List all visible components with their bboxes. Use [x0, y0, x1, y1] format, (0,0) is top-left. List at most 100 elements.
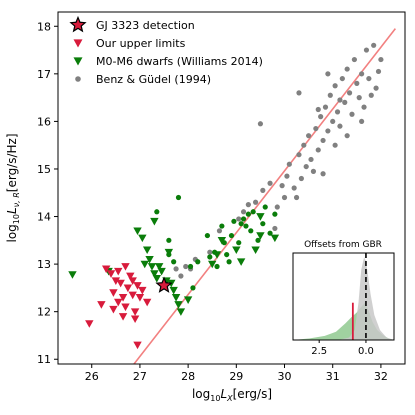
williams-detection-point: [231, 218, 237, 224]
williams-limit-point: [251, 246, 260, 255]
williams-limit-point: [157, 267, 166, 276]
williams-detection-point: [243, 223, 249, 229]
williams-detection-point: [236, 240, 242, 246]
main-plot: 26 27 28 29 30 31 32 11 12 13 14 15 16 17 18: [37, 11, 406, 383]
upper-limit-point: [109, 289, 118, 297]
upper-limit-point: [128, 277, 137, 285]
benz-point: [332, 142, 338, 148]
williams-limit-point: [176, 308, 186, 316]
benz-point: [315, 147, 321, 153]
williams-limit-point: [232, 246, 241, 255]
upper-limit-point: [128, 291, 137, 300]
williams-detection-point: [262, 204, 268, 210]
inset-plot: Offsets from GBR 2.5 0.0: [292, 240, 395, 357]
williams-limit-point: [150, 270, 159, 278]
upper-limit-point: [106, 270, 116, 278]
y-axis: 11 12 13 14 15 16 17 18: [37, 20, 58, 366]
benz-point: [356, 95, 362, 101]
upper-limit-point: [130, 308, 140, 316]
benz-point: [308, 156, 314, 163]
benz-point: [303, 163, 309, 170]
williams-detection-point: [245, 211, 251, 217]
williams-detection-point: [272, 211, 278, 217]
benz-point: [359, 118, 365, 125]
williams-limit-point: [133, 227, 142, 236]
benz-point: [183, 263, 189, 270]
upper-limit-point: [138, 286, 147, 295]
benz-point: [298, 175, 304, 182]
benz-point: [240, 209, 247, 215]
benz-point: [284, 173, 290, 179]
benz-point: [354, 80, 360, 86]
benz-point: [373, 85, 379, 91]
upper-limit-point: [123, 284, 133, 293]
upper-limit-point: [133, 282, 142, 290]
legend-triangle-marker: [73, 57, 83, 66]
benz-point: [279, 183, 285, 189]
upper-limit-point: [109, 305, 118, 314]
upper-limit-point: [111, 277, 121, 285]
williams-detection-point: [228, 232, 235, 239]
benz-point: [344, 133, 350, 139]
benz-point: [325, 71, 331, 77]
williams-detection-point: [187, 263, 194, 270]
williams-detection-point: [214, 263, 220, 270]
x-tick-label: 29: [229, 370, 243, 383]
benz-point: [296, 152, 302, 158]
legend-label: M0-M6 dwarfs (Williams 2014): [96, 55, 263, 68]
williams-detection-point: [226, 259, 232, 265]
inset-title: Offsets from GBR: [304, 240, 382, 250]
legend: GJ 3323 detection Our upper limits M0-M6 d…: [69, 15, 263, 86]
benz-point: [330, 118, 336, 125]
benz-point: [332, 83, 338, 89]
williams-limit-point: [169, 286, 178, 295]
benz-point: [173, 266, 179, 272]
benz-point: [178, 273, 184, 279]
benz-point: [325, 128, 331, 134]
benz-point: [291, 185, 297, 191]
benz-point: [315, 106, 321, 113]
benz-point: [207, 249, 213, 255]
williams-detection-point: [154, 209, 160, 215]
benz-point: [366, 75, 372, 82]
benz-point: [337, 97, 343, 103]
upper-limit-point: [121, 263, 130, 271]
y-tick-label: 15: [37, 163, 51, 176]
williams-detection-point: [204, 232, 211, 239]
benz-point: [286, 161, 292, 167]
benz-point: [322, 104, 329, 110]
benz-point: [318, 114, 324, 120]
williams-detection-point: [260, 221, 266, 227]
benz-point: [339, 75, 345, 82]
y-tick-label: 14: [37, 211, 51, 224]
y-tick-label: 18: [37, 20, 51, 33]
benz-point: [346, 90, 353, 96]
x-axis-label: log10LX[erg/s]: [192, 387, 272, 403]
benz-point: [260, 187, 266, 193]
y-tick-label: 12: [37, 306, 51, 319]
upper-limit-point: [126, 272, 135, 281]
benz-point: [267, 180, 273, 186]
benz-point: [342, 99, 348, 105]
legend-star-marker: [69, 15, 87, 33]
williams-detection-point: [240, 216, 247, 222]
benz-point: [378, 56, 384, 63]
benz-point: [274, 204, 280, 210]
williams-detection-point: [255, 237, 261, 243]
upper-limit-point: [114, 267, 123, 276]
williams-detection-point: [166, 237, 172, 243]
legend-triangle-marker: [73, 39, 83, 48]
inset-x-tick-label: 0.0: [358, 346, 374, 357]
williams-detection-point: [250, 209, 256, 215]
benz-point: [296, 90, 302, 96]
benz-point: [293, 194, 300, 201]
benz-point: [216, 228, 223, 234]
williams-limit-point: [212, 251, 222, 259]
williams-limit-point: [140, 260, 149, 269]
williams-limit-point: [138, 234, 147, 243]
x-tick-label: 28: [181, 370, 195, 383]
williams-limit-point: [150, 217, 159, 226]
benz-point: [361, 104, 367, 110]
x-tick-label: 32: [374, 370, 388, 383]
